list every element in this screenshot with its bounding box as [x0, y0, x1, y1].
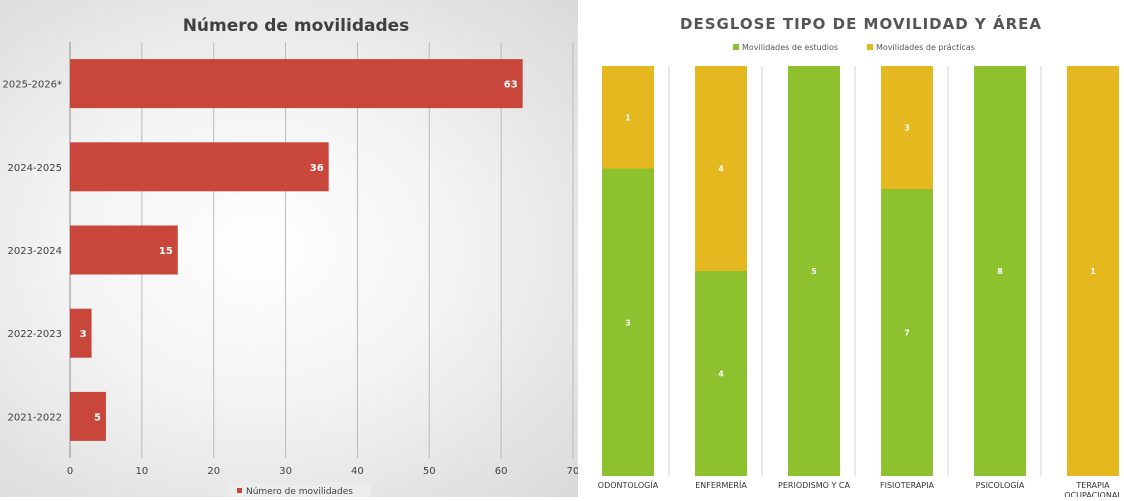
x-tick-label: PERIODISMO Y CA — [778, 481, 850, 490]
bar-estudios — [974, 66, 1026, 476]
bar-data-label-practicas: 1 — [625, 113, 631, 122]
bar-data-label-estudios: 8 — [997, 267, 1003, 276]
bar-practicas — [1067, 66, 1119, 476]
chart-title: DESGLOSE TIPO DE MOVILIDAD Y ÁREA — [680, 14, 1042, 33]
x-tick-label: 40 — [351, 466, 364, 477]
bar-data-label-practicas: 3 — [904, 124, 910, 133]
x-tick-label: PSICOLOGÍA — [976, 479, 1025, 490]
bar — [70, 59, 523, 109]
legend-swatch — [237, 488, 242, 493]
bar-data-label: 3 — [80, 329, 87, 340]
legend-box — [227, 483, 371, 497]
bar — [70, 308, 92, 358]
bar — [70, 391, 106, 441]
bar-data-label-estudios: 4 — [718, 370, 724, 379]
bar-data-label: 15 — [159, 246, 173, 257]
x-tick-label: 10 — [135, 466, 148, 477]
x-tick-label: 0 — [67, 466, 73, 477]
x-tick-label: ENFERMERÍA — [695, 479, 747, 490]
bar-data-label: 63 — [504, 80, 518, 91]
legend-swatch-practicas — [867, 44, 873, 50]
bar — [70, 225, 178, 275]
bar-estudios — [695, 271, 747, 476]
bar-practicas — [695, 66, 747, 271]
bar-practicas — [881, 66, 933, 189]
y-tick-label: 2024-2025 — [7, 163, 62, 174]
bar-data-label-estudios: 5 — [811, 267, 817, 276]
y-tick-label: 2022-2023 — [7, 329, 62, 340]
legend-label-estudios: Movilidades de estudios — [742, 43, 838, 52]
chart-title: Número de movilidades — [183, 16, 410, 36]
legend-label-practicas: Movilidades de prácticas — [876, 43, 975, 52]
x-tick-label: FISIOTERAPIA — [880, 481, 935, 490]
bar-data-label-practicas: 4 — [718, 165, 724, 174]
bar-data-label-practicas: 1 — [1090, 267, 1096, 276]
x-tick-label: 30 — [279, 466, 292, 477]
x-tick-label: OCUPACIONAL — [1064, 491, 1122, 497]
movilidades-bar-chart-svg: Número de movilidades 0 10 20 30 40 50 60 70 2025… — [2, 16, 579, 497]
bar-data-label-estudios: 3 — [625, 318, 631, 327]
x-tick-label: 20 — [207, 466, 220, 477]
x-tick-label: ODONTOLOGÍA — [598, 479, 659, 490]
bar-data-label: 36 — [310, 163, 324, 174]
bar-data-label: 5 — [94, 412, 101, 423]
y-tick-label: 2023-2024 — [7, 246, 62, 257]
x-tick-label: 60 — [495, 466, 508, 477]
bar-data-label-estudios: 7 — [904, 329, 910, 338]
legend-swatch-estudios — [733, 44, 739, 50]
desglose-stacked-chart: DESGLOSE TIPO DE MOVILIDAD Y ÁREA Movilid… — [578, 0, 1124, 500]
x-tick-label: 70 — [567, 466, 578, 477]
bar — [70, 142, 329, 192]
y-tick-label: 2021-2022 — [7, 412, 62, 423]
legend-label: Número de movilidades — [246, 487, 353, 497]
x-tick-label: TERAPIA — [1075, 481, 1110, 490]
x-tick-label: 50 — [423, 466, 436, 477]
y-tick-label: 2025-2026* — [2, 80, 62, 91]
bar-estudios — [881, 189, 933, 476]
bar-practicas — [602, 66, 654, 169]
desglose-stacked-chart-svg: DESGLOSE TIPO DE MOVILIDAD Y ÁREA Movilid… — [598, 14, 1123, 500]
movilidades-bar-chart: Número de movilidades 0 10 20 30 40 50 60 70 2025… — [0, 0, 579, 497]
bar-estudios — [788, 66, 840, 476]
bar-estudios — [602, 168, 654, 476]
